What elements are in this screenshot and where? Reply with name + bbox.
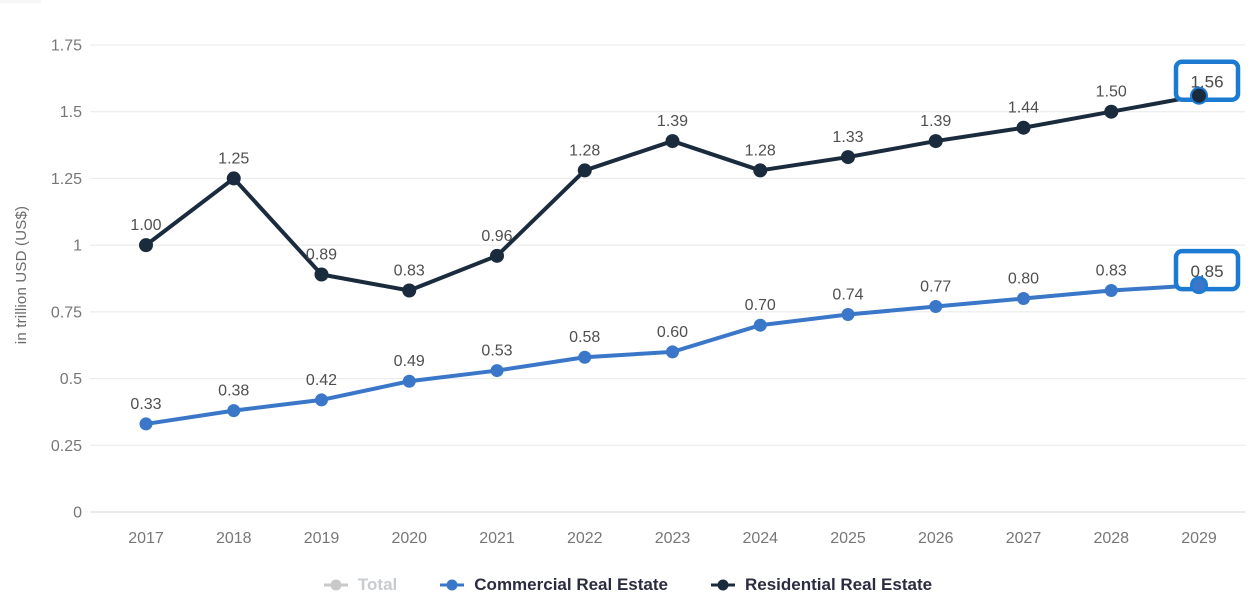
data-label-commercial-real-estate-2026: 0.77 bbox=[920, 279, 951, 296]
data-label-residential-real-estate-2023: 1.39 bbox=[657, 113, 688, 130]
legend-item-commercial-real-estate[interactable]: Commercial Real Estate bbox=[439, 575, 668, 595]
point-residential-real-estate-2024[interactable] bbox=[753, 163, 768, 178]
data-label-residential-real-estate-2027: 1.44 bbox=[1008, 100, 1039, 117]
point-residential-real-estate-2019[interactable] bbox=[314, 267, 329, 282]
data-label-residential-real-estate-2018: 1.25 bbox=[218, 150, 249, 167]
y-tick-label: 1 bbox=[73, 238, 82, 255]
total-legend-marker-icon bbox=[323, 579, 348, 591]
x-tick-label: 2023 bbox=[655, 530, 691, 547]
point-residential-real-estate-2022[interactable] bbox=[577, 163, 592, 178]
y-tick-label: 1.25 bbox=[51, 171, 82, 188]
x-tick-label: 2018 bbox=[216, 530, 252, 547]
x-tick-label: 2020 bbox=[391, 530, 427, 547]
line-chart-plot: 1.75 1.5 1.25 1 0.75 0.5 0.25 0 2017 2018 2019 2020… bbox=[51, 38, 1245, 547]
legend-label-residential-real-estate: Residential Real Estate bbox=[744, 575, 933, 594]
data-label-commercial-real-estate-2023: 0.60 bbox=[657, 324, 688, 341]
legend-item-residential-real-estate[interactable]: Residential Real Estate bbox=[710, 575, 932, 595]
data-label-residential-real-estate-2028: 1.50 bbox=[1096, 84, 1127, 101]
data-label-commercial-real-estate-2020: 0.49 bbox=[394, 353, 425, 370]
point-residential-real-estate-2028[interactable] bbox=[1104, 104, 1119, 119]
y-tick-label: 0.25 bbox=[51, 438, 82, 455]
point-commercial-real-estate-2020[interactable] bbox=[402, 374, 416, 388]
y-tick-label: 1.75 bbox=[51, 38, 82, 55]
point-commercial-real-estate-2024[interactable] bbox=[753, 318, 767, 332]
x-tick-label: 2027 bbox=[1006, 530, 1042, 547]
data-label-commercial-real-estate-2018: 0.38 bbox=[218, 383, 249, 400]
data-label-residential-real-estate-2019: 0.89 bbox=[306, 246, 337, 263]
point-residential-real-estate-2018[interactable] bbox=[226, 171, 241, 186]
x-tick-label: 2029 bbox=[1181, 530, 1217, 547]
point-residential-real-estate-2029[interactable] bbox=[1192, 88, 1206, 103]
y-tick-label: 0.75 bbox=[51, 304, 82, 321]
point-residential-real-estate-2027[interactable] bbox=[1016, 120, 1031, 135]
data-label-commercial-real-estate-2019: 0.42 bbox=[306, 372, 337, 389]
legend: Total Commercial Real Estate Residential… bbox=[0, 569, 1255, 601]
data-label-residential-real-estate-2025: 1.33 bbox=[832, 129, 863, 146]
point-commercial-real-estate-2018[interactable] bbox=[227, 404, 241, 418]
point-commercial-real-estate-2029[interactable] bbox=[1192, 278, 1206, 292]
point-residential-real-estate-2023[interactable] bbox=[665, 134, 680, 149]
legend-label-commercial-real-estate: Commercial Real Estate bbox=[474, 575, 668, 594]
data-label-commercial-real-estate-2021: 0.53 bbox=[481, 343, 512, 360]
data-label-residential-real-estate-2021: 0.96 bbox=[481, 228, 512, 245]
point-commercial-real-estate-2027[interactable] bbox=[1017, 292, 1030, 306]
x-tick-label: 2028 bbox=[1093, 530, 1129, 547]
x-tick-label: 2025 bbox=[830, 530, 866, 547]
x-tick-label: 2026 bbox=[918, 530, 954, 547]
data-label-residential-real-estate-2020: 0.83 bbox=[394, 263, 425, 280]
commercial-legend-marker-icon bbox=[440, 579, 465, 591]
data-label-residential-real-estate-2017: 1.00 bbox=[130, 217, 161, 234]
data-label-commercial-real-estate-2027: 0.80 bbox=[1008, 271, 1039, 288]
y-tick-label: 0.5 bbox=[60, 371, 82, 388]
point-commercial-real-estate-2026[interactable] bbox=[929, 300, 943, 314]
point-residential-real-estate-2021[interactable] bbox=[490, 248, 504, 263]
data-label-commercial-real-estate-2028: 0.83 bbox=[1096, 263, 1127, 280]
data-label-residential-real-estate-2026: 1.39 bbox=[920, 113, 951, 130]
top-left-decoration bbox=[0, 0, 41, 3]
data-label-commercial-real-estate-2025: 0.74 bbox=[832, 287, 863, 304]
x-tick-label: 2019 bbox=[304, 530, 340, 547]
point-commercial-real-estate-2025[interactable] bbox=[841, 308, 855, 322]
data-label-residential-real-estate-2022: 1.28 bbox=[569, 142, 600, 159]
point-commercial-real-estate-2019[interactable] bbox=[315, 393, 328, 407]
data-label-commercial-real-estate-2022: 0.58 bbox=[569, 329, 600, 346]
x-tick-label: 2024 bbox=[742, 530, 778, 547]
data-label-residential-real-estate-2024: 1.28 bbox=[745, 142, 776, 159]
point-residential-real-estate-2026[interactable] bbox=[928, 134, 943, 149]
x-tick-label: 2021 bbox=[479, 530, 515, 547]
point-commercial-real-estate-2017[interactable] bbox=[139, 417, 153, 431]
point-commercial-real-estate-2022[interactable] bbox=[578, 350, 592, 364]
data-label-commercial-real-estate-2024: 0.70 bbox=[745, 297, 776, 314]
residential-legend-marker-icon bbox=[710, 579, 735, 591]
point-residential-real-estate-2025[interactable] bbox=[841, 150, 855, 165]
point-residential-real-estate-2017[interactable] bbox=[139, 238, 153, 253]
legend-label-total: Total bbox=[357, 575, 398, 594]
point-residential-real-estate-2020[interactable] bbox=[402, 283, 417, 298]
y-tick-label: 0 bbox=[73, 505, 82, 522]
y-tick-label: 1.5 bbox=[60, 104, 82, 121]
point-commercial-real-estate-2028[interactable] bbox=[1104, 284, 1118, 298]
x-tick-label: 2022 bbox=[567, 530, 603, 547]
x-tick-label: 2017 bbox=[128, 530, 164, 547]
point-commercial-real-estate-2021[interactable] bbox=[490, 364, 504, 378]
legend-item-total[interactable]: Total bbox=[323, 575, 397, 595]
data-label-commercial-real-estate-2017: 0.33 bbox=[130, 396, 161, 413]
point-commercial-real-estate-2023[interactable] bbox=[666, 345, 679, 359]
